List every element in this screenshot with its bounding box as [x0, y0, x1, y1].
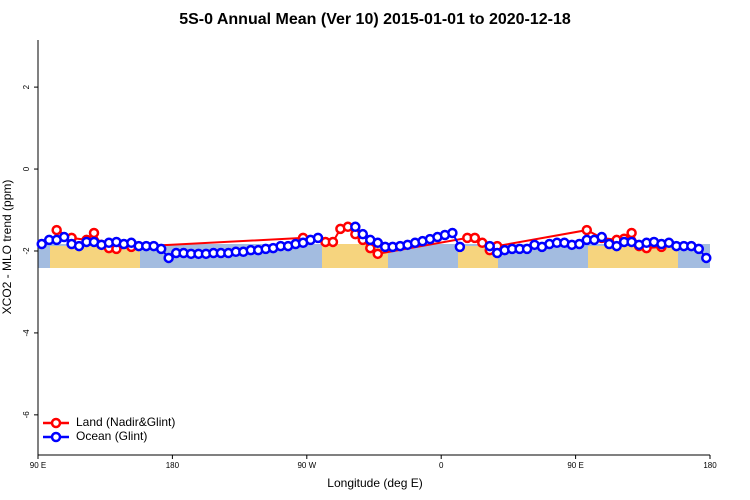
- chart-title: 5S-0 Annual Mean (Ver 10) 2015-01-01 to …: [179, 11, 571, 28]
- land-band: [588, 246, 678, 268]
- data-point: [693, 243, 705, 255]
- data-point: [163, 252, 174, 264]
- data-point: [58, 231, 70, 243]
- data-point: [701, 252, 712, 264]
- x-tick-label: 90 E: [30, 461, 46, 470]
- data-point: [596, 231, 607, 243]
- y-axis-label: XCO2 - MLO trend (ppm): [0, 180, 14, 315]
- data-point: [73, 240, 85, 252]
- data-point: [447, 227, 458, 239]
- land-band: [50, 246, 140, 268]
- legend-label: Ocean (Glint): [76, 429, 147, 443]
- x-tick-label: 180: [703, 461, 717, 470]
- x-tick-label: 0: [439, 461, 444, 470]
- legend-marker: [50, 431, 62, 443]
- data-point: [372, 248, 383, 260]
- data-point: [51, 224, 62, 236]
- y-tick-label: -6: [22, 411, 31, 419]
- data-point: [574, 238, 585, 250]
- data-point: [469, 232, 481, 244]
- y-tick-label: 2: [22, 84, 31, 89]
- x-tick-label: 180: [166, 461, 180, 470]
- data-point: [36, 238, 47, 250]
- legend-marker: [50, 417, 62, 429]
- data-point: [581, 224, 593, 236]
- y-tick-label: 0: [22, 166, 31, 171]
- data-point: [365, 242, 376, 254]
- data-point: [357, 228, 369, 240]
- y-tick-label: -2: [22, 247, 31, 255]
- data-point: [521, 243, 533, 255]
- data-point: [611, 240, 622, 252]
- data-point: [88, 227, 100, 239]
- y-tick-label: -4: [22, 329, 31, 337]
- data-point: [484, 240, 495, 252]
- data-point: [372, 237, 383, 249]
- legend-label: Land (Nadir&Glint): [76, 415, 175, 429]
- data-point: [327, 236, 339, 248]
- x-axis-label: Longitude (deg E): [327, 476, 422, 490]
- data-point: [454, 241, 466, 253]
- data-point: [312, 232, 324, 244]
- data-point: [350, 221, 361, 233]
- x-tick-label: 90 W: [297, 461, 316, 470]
- x-tick-label: 90 E: [567, 461, 583, 470]
- data-point: [155, 243, 167, 255]
- data-point: [626, 227, 637, 239]
